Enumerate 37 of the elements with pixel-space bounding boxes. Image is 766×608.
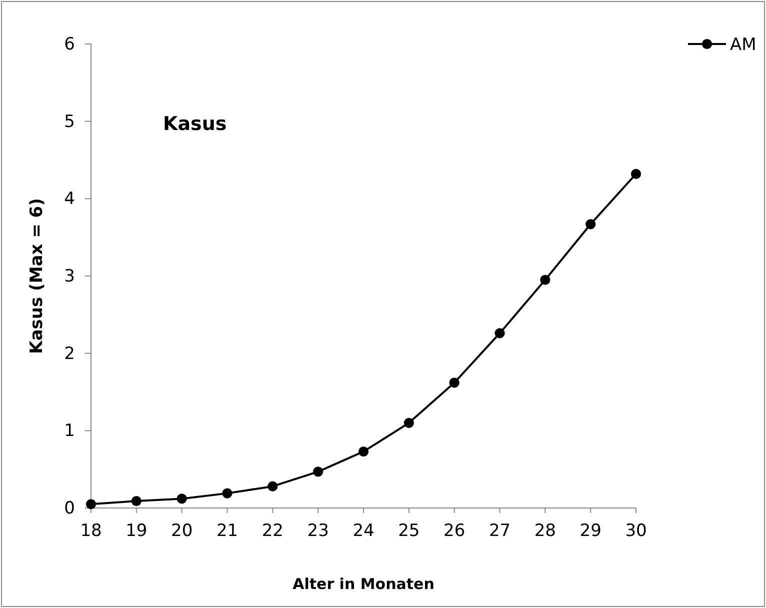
x-tick-label: 23 (307, 521, 329, 542)
x-tick-label: 21 (216, 521, 238, 542)
point (313, 466, 324, 477)
point (586, 219, 596, 230)
x-axis-title: Alter in Monaten (292, 575, 434, 593)
point (131, 496, 142, 506)
y-tick-label: 2 (64, 344, 75, 364)
point (494, 328, 505, 338)
x-tick-label: 28 (534, 521, 556, 542)
point (449, 378, 460, 388)
x-tick-label: 29 (580, 521, 602, 542)
point (630, 168, 642, 179)
point (268, 481, 278, 492)
point (222, 488, 232, 498)
y-tick-label: 1 (64, 421, 75, 442)
y-axis-title: Kasus (Max = 6) (27, 198, 47, 354)
point (358, 446, 369, 457)
text: Kasus (163, 113, 227, 135)
x-tick-label: 30 (625, 521, 647, 542)
x-tick-label: 22 (262, 521, 284, 542)
point (404, 418, 414, 428)
x-tick-label: 19 (126, 521, 148, 542)
x-tick-label: 26 (444, 521, 466, 542)
x-tick-label: 20 (171, 521, 193, 542)
x-tick-label: 27 (488, 521, 511, 542)
y-tick-label: 6 (64, 34, 75, 54)
y-tick-label: 3 (64, 266, 75, 286)
y-tick-label: 5 (64, 112, 75, 132)
x-tick-label: 24 (352, 521, 374, 542)
y-tick-label: 0 (64, 498, 75, 518)
y-tick-label: 4 (64, 189, 75, 210)
point (540, 274, 550, 285)
x-tick-label: 18 (80, 521, 102, 542)
point (86, 499, 96, 510)
x-tick-label: 25 (398, 521, 420, 542)
point (176, 494, 187, 504)
legend-label: AM (730, 35, 756, 55)
